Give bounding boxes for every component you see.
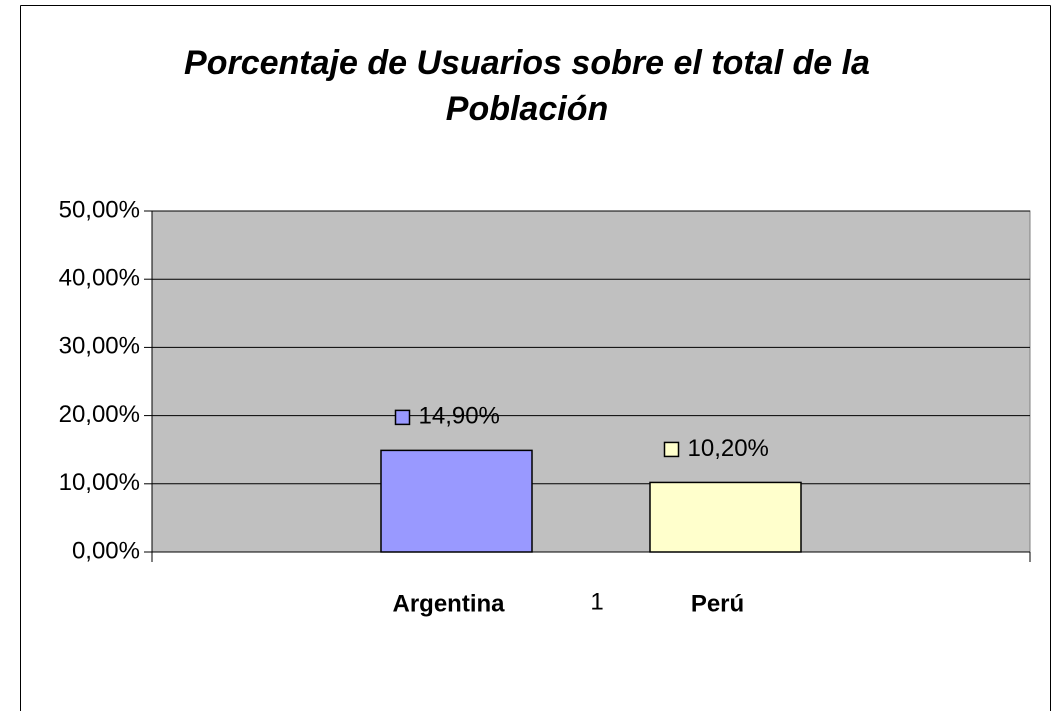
y-tick-label: 50,00% bbox=[59, 196, 140, 223]
y-tick-label: 30,00% bbox=[59, 333, 140, 360]
legend-label: Perú bbox=[691, 590, 744, 617]
chart-title: Porcentaje de Usuarios sobre el total de… bbox=[184, 44, 870, 128]
y-tick-label: 40,00% bbox=[59, 265, 140, 292]
plot-area bbox=[151, 210, 1031, 553]
y-tick-label: 10,00% bbox=[59, 469, 140, 496]
data-label: 10,20% bbox=[688, 435, 769, 462]
y-tick-label: 0,00% bbox=[72, 537, 140, 564]
label-key bbox=[394, 409, 411, 426]
legend-label: Argentina bbox=[392, 590, 505, 617]
y-tick-label: 20,00% bbox=[59, 401, 140, 428]
label-key bbox=[663, 441, 680, 458]
data-label: 14,90% bbox=[419, 403, 500, 430]
x-tick-label: 1 bbox=[590, 588, 603, 615]
bar bbox=[380, 449, 533, 553]
bar bbox=[649, 481, 802, 553]
